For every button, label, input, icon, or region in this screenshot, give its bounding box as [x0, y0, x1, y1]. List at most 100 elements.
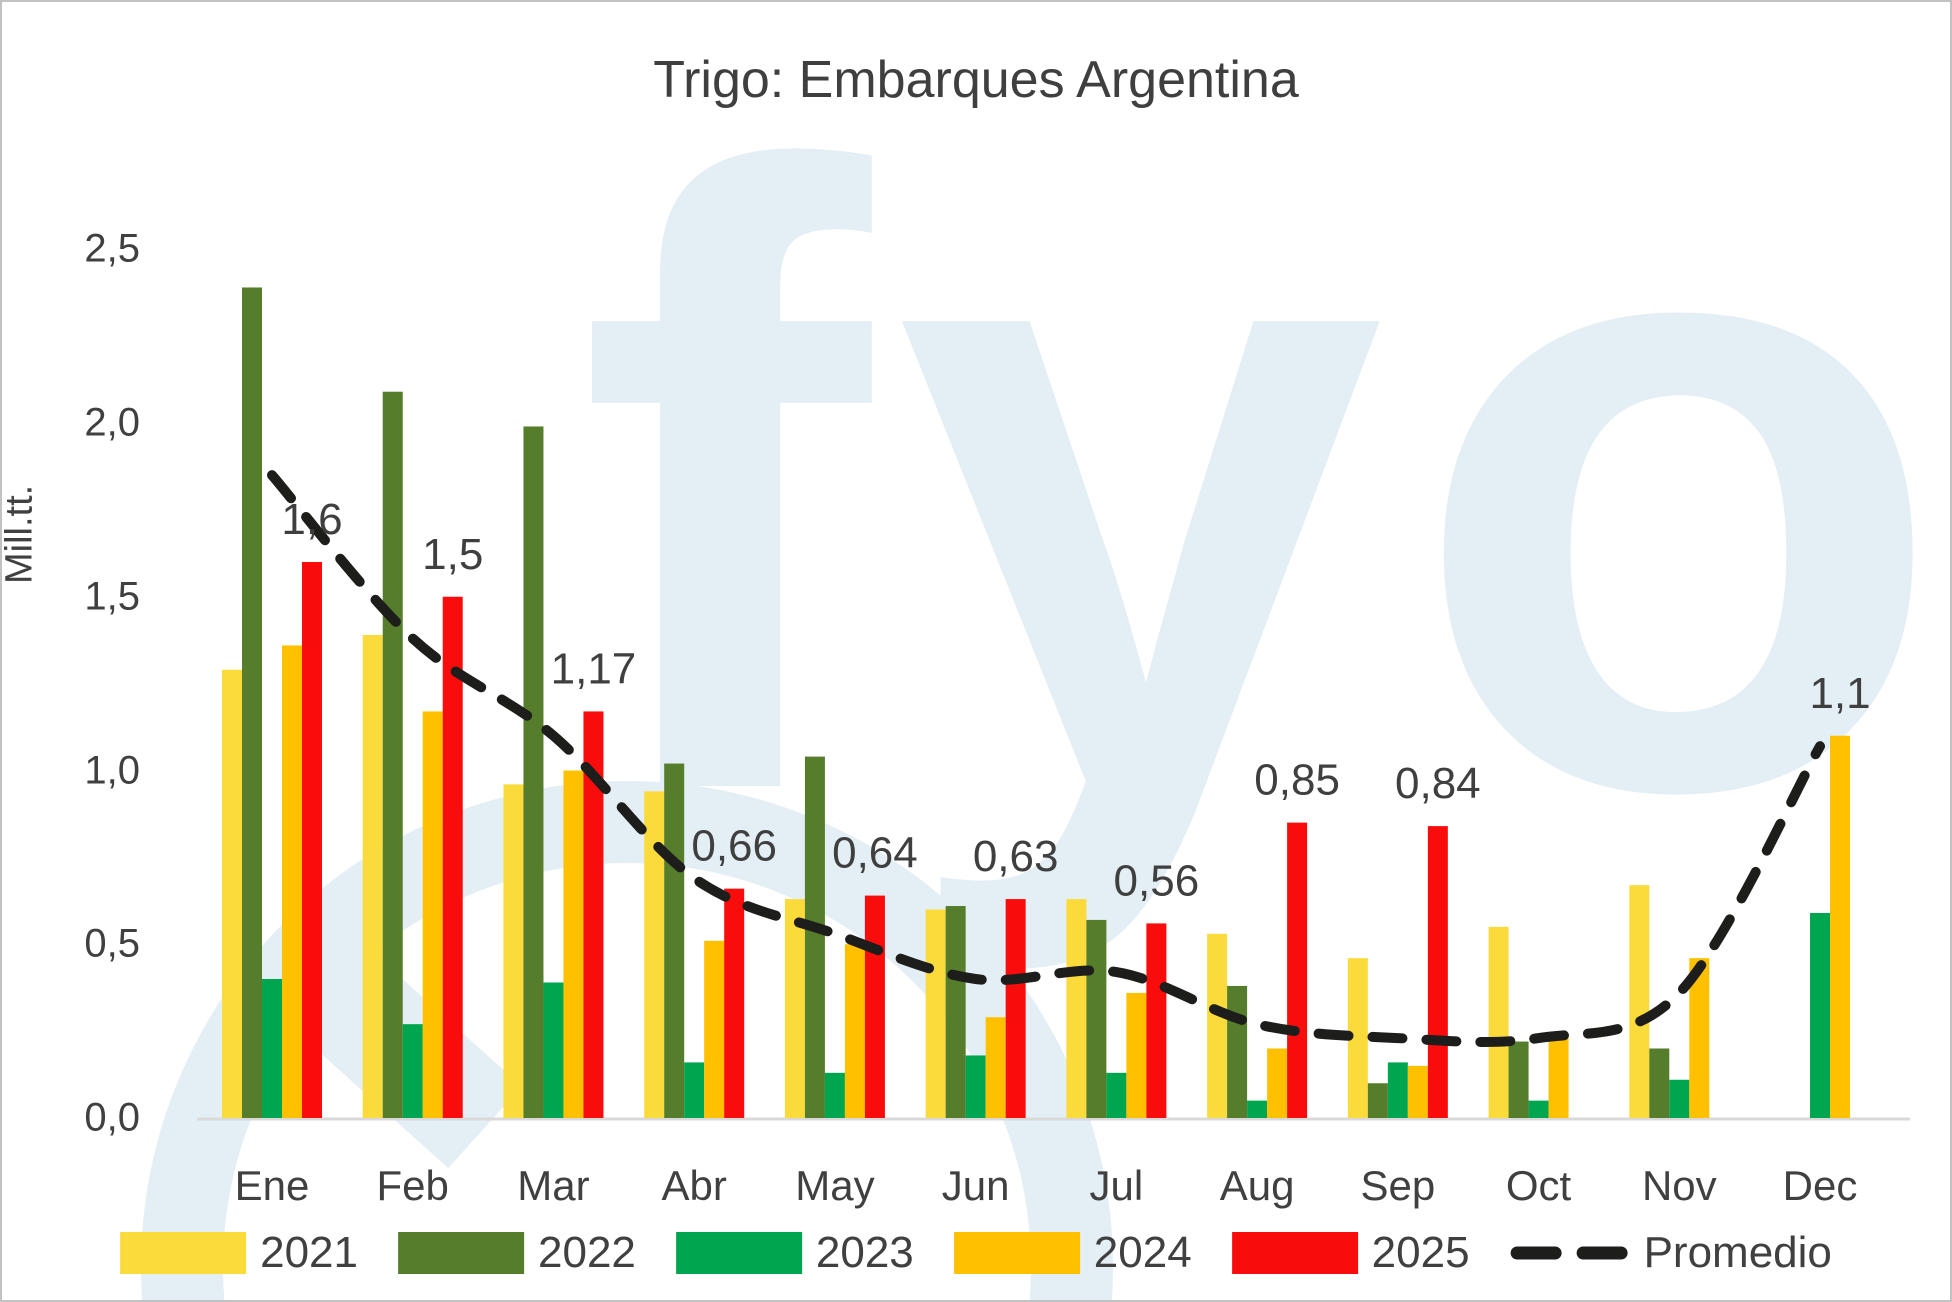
y-tick-2,0: 2,0 — [84, 400, 140, 445]
bar-2023-May — [824, 1072, 845, 1118]
promedio-line — [267, 470, 1826, 1047]
legend-label-2022: 2022 — [538, 1228, 636, 1277]
legend-item-promedio: Promedio — [1510, 1228, 1832, 1278]
data-label-Abr-2025: 0,66 — [691, 822, 777, 871]
bar-2024-Ene — [282, 645, 302, 1118]
bar-2025-Abr — [724, 888, 745, 1118]
legend-item-2022: 2022 — [398, 1228, 636, 1278]
bar-2023-Abr — [684, 1062, 705, 1118]
bar-2022-Abr — [664, 763, 685, 1118]
legend-swatch-2023 — [675, 1232, 802, 1274]
bar-2024-Mar — [563, 770, 584, 1118]
legend-swatch-2024 — [953, 1232, 1080, 1274]
bar-2025-May — [864, 895, 885, 1118]
legend-swatch-2021 — [120, 1232, 247, 1274]
month-label-Sep: Sep — [1360, 1162, 1436, 1209]
bar-2024-Nov — [1689, 958, 1710, 1118]
y-tick-1,5: 1,5 — [84, 574, 140, 619]
month-label-Jun: Jun — [941, 1162, 1010, 1209]
legend-swatch-2022 — [398, 1232, 525, 1274]
y-tick-1,0: 1,0 — [84, 748, 140, 792]
bar-2021-Jun — [925, 909, 946, 1118]
bar-2023-Nov — [1669, 1079, 1690, 1118]
bar-2022-Aug — [1227, 985, 1248, 1118]
data-label-May-2025: 0,64 — [832, 829, 918, 878]
bar-2023-Dec — [1810, 912, 1831, 1118]
bar-2022-Nov — [1649, 1048, 1670, 1118]
data-label-Dec-2024: 1,1 — [1809, 669, 1870, 718]
legend-label-promedio: Promedio — [1643, 1228, 1832, 1277]
bar-2025-Sep — [1427, 826, 1448, 1118]
bar-2023-Aug — [1247, 1100, 1268, 1118]
bar-2025-Mar — [583, 711, 604, 1118]
bar-2025-Ene — [302, 562, 322, 1118]
y-tick-0,5: 0,5 — [84, 921, 140, 966]
bar-2024-Feb — [422, 711, 443, 1118]
data-label-Feb-2025: 1,5 — [422, 530, 483, 579]
bar-2022-Jun — [945, 906, 966, 1118]
bar-2024-Jul — [1126, 992, 1147, 1118]
bar-2022-Feb — [382, 391, 403, 1119]
bar-2023-Jun — [965, 1055, 986, 1118]
month-label-Feb: Feb — [376, 1162, 449, 1209]
legend-item-2023: 2023 — [675, 1228, 914, 1278]
bar-2022-Oct — [1508, 1041, 1529, 1118]
chart-title: Trigo: Embarques Argentina — [653, 51, 1299, 109]
bar-2024-Aug — [1267, 1048, 1288, 1118]
bar-2021-Oct — [1488, 926, 1509, 1118]
y-tick-2,5: 2,5 — [84, 226, 140, 271]
month-label-Oct: Oct — [1505, 1162, 1572, 1209]
bar-2021-Ene — [222, 669, 242, 1118]
bar-2024-Jun — [985, 1017, 1006, 1118]
bar-2023-Oct — [1528, 1100, 1549, 1118]
bar-2024-Abr — [704, 940, 725, 1118]
bar-2025-Feb — [442, 596, 463, 1118]
legend-swatch-2025 — [1231, 1232, 1358, 1274]
bar-2023-Feb — [402, 1024, 423, 1118]
bar-2024-Oct — [1548, 1038, 1569, 1118]
month-label-Ene: Ene — [234, 1162, 310, 1209]
data-label-Aug-2025: 0,85 — [1254, 756, 1340, 805]
legend-item-2024: 2024 — [953, 1228, 1192, 1278]
bar-2024-Sep — [1407, 1065, 1428, 1118]
bar-2022-Jul — [1086, 919, 1107, 1118]
bar-2023-Sep — [1387, 1062, 1408, 1118]
legend-label-2021: 2021 — [260, 1228, 359, 1277]
data-label-Mar-2025: 1,17 — [551, 644, 637, 693]
legend-label-2025: 2025 — [1371, 1228, 1470, 1277]
bar-2025-Aug — [1287, 822, 1308, 1118]
bar-2021-Jul — [1066, 899, 1087, 1118]
month-label-Dec: Dec — [1782, 1162, 1858, 1209]
bar-2024-Dec — [1830, 735, 1851, 1118]
legend-dash-icon — [1511, 1246, 1629, 1260]
data-label-Ene-2025: 1,6 — [281, 495, 342, 544]
bar-2022-Ene — [242, 287, 262, 1119]
data-label-Jul-2025: 0,56 — [1114, 856, 1200, 905]
legend: 2021 2022 2023 2024 2025 Promedio — [120, 1228, 1832, 1278]
bar-2021-Abr — [644, 791, 665, 1118]
bar-2023-Mar — [543, 982, 564, 1118]
bar-2022-Mar — [523, 426, 544, 1119]
bar-2022-Sep — [1367, 1083, 1388, 1118]
bar-2021-Sep — [1347, 958, 1368, 1118]
bar-2025-Jul — [1146, 923, 1167, 1118]
month-label-Abr: Abr — [661, 1162, 727, 1209]
legend-label-2024: 2024 — [1093, 1228, 1192, 1277]
bar-2021-Nov — [1629, 885, 1650, 1118]
data-label-Sep-2025: 0,84 — [1395, 759, 1481, 808]
bar-2025-Jun — [1005, 899, 1026, 1118]
month-label-Mar: Mar — [517, 1162, 590, 1209]
bar-2021-Aug — [1207, 933, 1228, 1118]
bar-2023-Jul — [1106, 1072, 1127, 1118]
data-label-Jun-2025: 0,63 — [973, 832, 1059, 881]
month-label-May: May — [795, 1162, 875, 1209]
bar-2021-May — [784, 899, 805, 1118]
bar-2021-Mar — [503, 784, 524, 1118]
legend-item-2021: 2021 — [120, 1228, 358, 1278]
month-label-Aug: Aug — [1219, 1162, 1295, 1209]
month-label-Nov: Nov — [1641, 1162, 1717, 1209]
legend-label-2023: 2023 — [815, 1228, 914, 1277]
month-label-Jul: Jul — [1089, 1162, 1144, 1209]
